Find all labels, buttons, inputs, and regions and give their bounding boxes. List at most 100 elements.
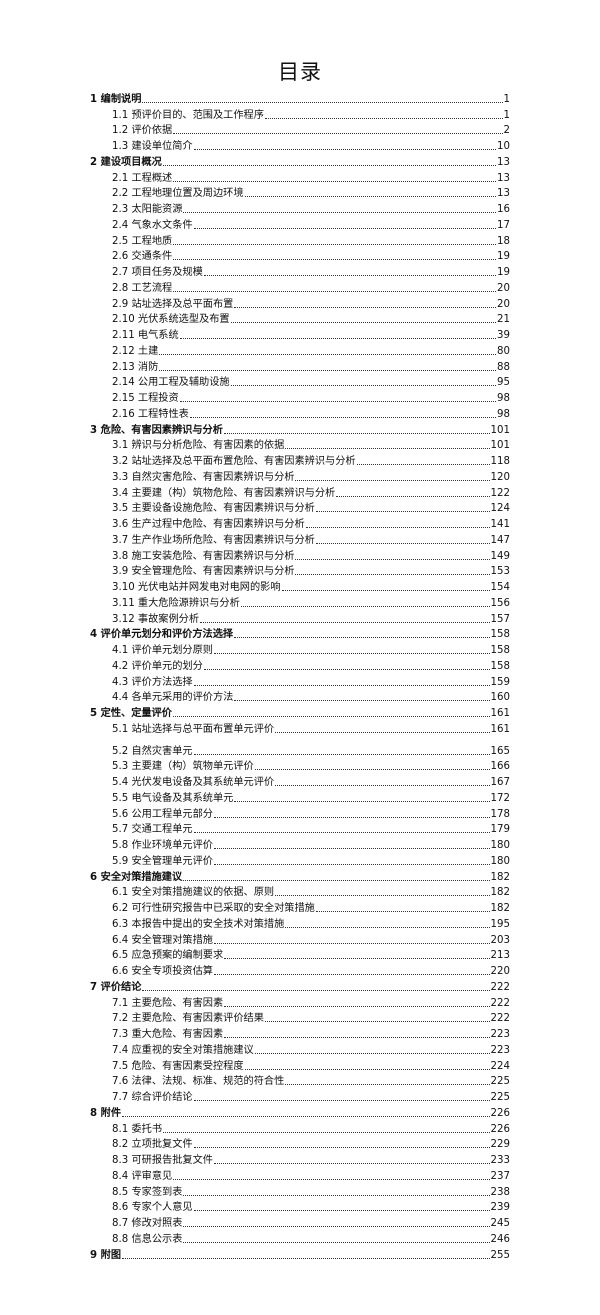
toc-section-entry[interactable]: 5.5 电气设备及其系统单元 172 [90, 789, 510, 805]
toc-section-entry[interactable]: 3.9 安全管理危险、有害因素辨识与分析 153 [90, 563, 510, 579]
toc-section-entry[interactable]: 2.11 电气系统 39 [90, 326, 510, 342]
dot-leader [183, 1194, 490, 1196]
toc-section-entry[interactable]: 3.11 重大危险源辨识与分析 156 [90, 594, 510, 610]
toc-chapter-entry[interactable]: 4 评价单元划分和评价方法选择 158 [90, 626, 510, 642]
toc-section-entry[interactable]: 3.3 自然灾害危险、有害因素辨识与分析 120 [90, 468, 510, 484]
toc-section-entry[interactable]: 5.3 主要建（构）筑物单元评价 166 [90, 758, 510, 774]
toc-section-entry[interactable]: 2.4 气象水文条件 17 [90, 216, 510, 232]
toc-entry-label: 1.1 预评价目的、范围及工作程序 [112, 109, 264, 121]
toc-section-entry[interactable]: 2.5 工程地质 18 [90, 232, 510, 248]
toc-section-entry[interactable]: 3.4 主要建（构）筑物危险、有害因素辨识与分析 122 [90, 484, 510, 500]
toc-section-entry[interactable]: 2.1 工程概述 13 [90, 169, 510, 185]
toc-section-entry[interactable]: 8.7 修改对照表 245 [90, 1214, 510, 1230]
toc-section-entry[interactable]: 6.3 本报告中提出的安全技术对策措施 195 [90, 915, 510, 931]
toc-section-entry[interactable]: 8.5 专家签到表 238 [90, 1183, 510, 1199]
dot-leader [173, 243, 497, 245]
toc-entry-page-number: 95 [497, 377, 510, 389]
toc-entry-page-number: 245 [490, 1218, 510, 1229]
toc-section-entry[interactable]: 3.1 辨识与分析危险、有害因素的依据 101 [90, 437, 510, 453]
toc-entry-label: 2.6 交通条件 [112, 251, 173, 263]
dot-leader [336, 495, 490, 497]
toc-section-entry[interactable]: 6.5 应急预案的编制要求 213 [90, 947, 510, 963]
toc-section-entry[interactable]: 2.10 光伏系统选型及布置 21 [90, 311, 510, 327]
toc-section-entry[interactable]: 8.6 专家个人意见 239 [90, 1199, 510, 1215]
toc-chapter-entry[interactable]: 1 编制说明 1 [90, 90, 510, 106]
dot-leader [230, 385, 497, 387]
toc-section-entry[interactable]: 1.1 预评价目的、范围及工作程序 1 [90, 106, 510, 122]
toc-section-entry[interactable]: 7.1 主要危险、有害因素 222 [90, 994, 510, 1010]
toc-chapter-entry[interactable]: 6 安全对策措施建议 182 [90, 868, 510, 884]
toc-section-entry[interactable]: 4.3 评价方法选择 159 [90, 673, 510, 689]
toc-section-entry[interactable]: 7.7 综合评价结论 225 [90, 1088, 510, 1104]
toc-entry-page-number: 158 [490, 645, 510, 656]
toc-section-entry[interactable]: 2.16 工程特性表 98 [90, 405, 510, 421]
toc-section-entry[interactable]: 7.6 法律、法规、标准、规范的符合性 225 [90, 1073, 510, 1089]
toc-entry-page-number: 120 [490, 471, 510, 483]
toc-section-entry[interactable]: 1.2 评价依据 2 [90, 122, 510, 138]
dot-leader [254, 1052, 490, 1054]
toc-chapter-entry[interactable]: 2 建设项目概况 13 [90, 153, 510, 169]
dot-leader [193, 1100, 490, 1101]
toc-chapter-entry[interactable]: 8 附件 226 [90, 1104, 510, 1120]
toc-section-entry[interactable]: 5.8 作业环境单元评价 180 [90, 836, 510, 852]
toc-section-entry[interactable]: 8.4 评审意见 237 [90, 1167, 510, 1183]
toc-chapter-entry[interactable]: 3 危险、有害因素辨识与分析 101 [90, 421, 510, 437]
toc-section-entry[interactable]: 2.12 土建 80 [90, 342, 510, 358]
toc-section-entry[interactable]: 2.3 太阳能资源 16 [90, 200, 510, 216]
toc-section-entry[interactable]: 2.2 工程地理位置及周边环境 13 [90, 185, 510, 201]
toc-section-entry[interactable]: 6.6 安全专项投资估算 220 [90, 962, 510, 978]
toc-entry-label: 3 危险、有害因素辨识与分析 [90, 424, 223, 436]
toc-section-entry[interactable]: 2.8 工艺流程 20 [90, 279, 510, 295]
toc-section-entry[interactable]: 5.4 光伏发电设备及其系统单元评价 167 [90, 773, 510, 789]
toc-section-entry[interactable]: 5.1 站址选择与总平面布置单元评价 161 [90, 720, 510, 736]
toc-section-entry[interactable]: 3.12 事故案例分析 157 [90, 610, 510, 626]
toc-entry-label: 5.1 站址选择与总平面布置单元评价 [112, 723, 275, 735]
toc-section-entry[interactable]: 1.3 建设单位简介 10 [90, 137, 510, 153]
toc-section-entry[interactable]: 7.3 重大危险、有害因素 223 [90, 1025, 510, 1041]
toc-section-entry[interactable]: 8.8 信息公示表 246 [90, 1230, 510, 1246]
toc-section-entry[interactable]: 8.3 可研报告批复文件 233 [90, 1151, 510, 1167]
toc-section-entry[interactable]: 2.9 站址选择及总平面布置 20 [90, 295, 510, 311]
toc-section-entry[interactable]: 3.7 生产作业场所危险、有害因素辨识与分析 147 [90, 531, 510, 547]
toc-section-entry[interactable]: 6.2 可行性研究报告中已采取的安全对策措施 182 [90, 899, 510, 915]
toc-entry-label: 2.14 公用工程及辅助设施 [112, 377, 230, 389]
toc-entry-page-number: 153 [490, 566, 510, 578]
toc-section-entry[interactable]: 3.2 站址选择及总平面布置危险、有害因素辨识与分析 118 [90, 452, 510, 468]
toc-section-entry[interactable]: 3.10 光伏电站并网发电对电网的影响 154 [90, 578, 510, 594]
dot-leader [163, 1131, 490, 1133]
toc-entry-page-number: 167 [490, 777, 510, 788]
toc-chapter-entry[interactable]: 7 评价结论 222 [90, 978, 510, 994]
toc-section-entry[interactable]: 2.7 项目任务及规模 19 [90, 263, 510, 279]
toc-section-entry[interactable]: 2.13 消防 88 [90, 358, 510, 374]
toc-section-entry[interactable]: 4.1 评价单元划分原则 158 [90, 641, 510, 657]
toc-section-entry[interactable]: 5.7 交通工程单元 179 [90, 821, 510, 837]
toc-entry-page-number: 223 [490, 1044, 510, 1056]
toc-chapter-entry[interactable]: 9 附图 255 [90, 1246, 510, 1262]
toc-section-entry[interactable]: 5.6 公用工程单元部分 178 [90, 805, 510, 821]
toc-section-entry[interactable]: 6.4 安全管理对策措施 203 [90, 931, 510, 947]
toc-section-entry[interactable]: 8.2 立项批复文件 229 [90, 1136, 510, 1152]
toc-section-entry[interactable]: 4.2 评价单元的划分 158 [90, 657, 510, 673]
toc-section-entry[interactable]: 5.2 自然灾害单元 165 [90, 742, 510, 758]
toc-section-entry[interactable]: 7.2 主要危险、有害因素评价结果 222 [90, 1010, 510, 1026]
toc-section-entry[interactable]: 6.1 安全对策措施建议的依据、原则 182 [90, 884, 510, 900]
toc-section-entry[interactable]: 2.15 工程投资 98 [90, 389, 510, 405]
toc-entry-label: 6.4 安全管理对策措施 [112, 934, 213, 946]
toc-entry-label: 4.2 评价单元的划分 [112, 660, 203, 672]
toc-section-entry[interactable]: 2.14 公用工程及辅助设施 95 [90, 374, 510, 390]
toc-entry-page-number: 165 [490, 745, 510, 757]
toc-section-entry[interactable]: 3.8 施工安装危险、有害因素辨识与分析 149 [90, 547, 510, 563]
toc-entry-label: 2.11 电气系统 [112, 330, 179, 341]
toc-section-entry[interactable]: 5.9 安全管理单元评价 180 [90, 852, 510, 868]
toc-section-entry[interactable]: 8.1 委托书 226 [90, 1120, 510, 1136]
toc-section-entry[interactable]: 2.6 交通条件 19 [90, 248, 510, 264]
toc-entry-page-number: 19 [497, 267, 510, 278]
toc-chapter-entry[interactable]: 5 定性、定量评价 161 [90, 704, 510, 720]
toc-section-entry[interactable]: 3.6 生产过程中危险、有害因素辨识与分析 141 [90, 515, 510, 531]
toc-entry-page-number: 88 [497, 361, 510, 373]
toc-section-entry[interactable]: 3.5 主要设备设施危险、有害因素辨识与分析 124 [90, 500, 510, 516]
toc-section-entry[interactable]: 4.4 各单元采用的评价方法 160 [90, 689, 510, 705]
dot-leader [295, 574, 490, 576]
toc-section-entry[interactable]: 7.5 危险、有害因素受控程度 224 [90, 1057, 510, 1073]
toc-section-entry[interactable]: 7.4 应重视的安全对策措施建议 223 [90, 1041, 510, 1057]
